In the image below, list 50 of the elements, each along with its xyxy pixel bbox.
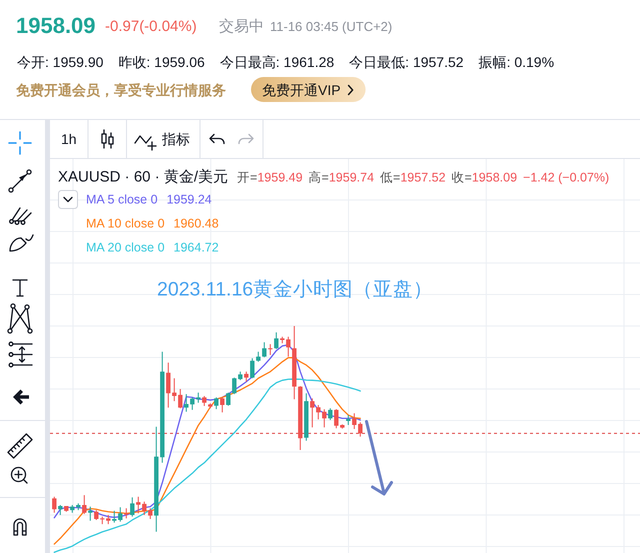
text: 1958.09 bbox=[16, 13, 96, 38]
candlestick bbox=[310, 398, 314, 428]
text: 交易中 bbox=[219, 18, 264, 35]
text: MA 5 close 0 bbox=[86, 192, 158, 206]
candlestick bbox=[274, 332, 278, 350]
candlestick bbox=[208, 403, 212, 408]
candlestick bbox=[220, 397, 224, 412]
text: 低=1957.52 bbox=[380, 170, 446, 184]
text: 免费开通VIP bbox=[262, 82, 341, 98]
text: MA 20 close 0 bbox=[86, 240, 165, 254]
text: -0.97(-0.04%) bbox=[105, 18, 197, 35]
text: 昨收: 1959.06 bbox=[118, 54, 205, 70]
text: 1h bbox=[61, 131, 77, 147]
text: 今日最高: 1961.28 bbox=[220, 54, 334, 70]
text: 收=1958.09 bbox=[452, 170, 518, 184]
text: 1964.72 bbox=[174, 240, 219, 254]
candlestick bbox=[88, 506, 92, 521]
text: 11-16 03:45 (UTC+2) bbox=[270, 19, 392, 34]
candlestick bbox=[202, 396, 206, 406]
text: 免费开通会员，享受专业行情服务 bbox=[15, 82, 226, 98]
candlestick bbox=[292, 326, 296, 400]
text: 1960.48 bbox=[174, 216, 219, 230]
candlestick bbox=[64, 506, 68, 512]
candlestick bbox=[262, 342, 266, 358]
candlestick bbox=[226, 392, 230, 406]
text: MA 10 close 0 bbox=[86, 216, 165, 230]
candlestick bbox=[214, 397, 218, 410]
candlestick bbox=[268, 344, 272, 356]
text: 指标 bbox=[161, 131, 190, 147]
candlestick bbox=[244, 372, 248, 382]
candlestick bbox=[256, 352, 260, 362]
chart-title: 2023.11.16黄金小时图（亚盘） bbox=[157, 278, 434, 300]
text: 1959.24 bbox=[166, 192, 212, 206]
candlestick bbox=[82, 495, 86, 514]
candlestick bbox=[328, 408, 332, 420]
candlestick bbox=[124, 508, 128, 518]
text: −1.42 (−0.07%) bbox=[523, 170, 610, 184]
text: 今开: 1959.90 bbox=[17, 54, 104, 70]
candlestick bbox=[346, 415, 350, 425]
candlestick bbox=[304, 393, 308, 441]
text: 今日最低: 1957.52 bbox=[349, 54, 464, 70]
candlestick bbox=[52, 496, 56, 513]
candlestick bbox=[298, 386, 302, 450]
candlestick bbox=[58, 504, 62, 516]
text: 振幅: 0.19% bbox=[478, 54, 554, 70]
chart-subtitle: XAUUSD · 60 · 黄金/美元 bbox=[58, 168, 228, 186]
candlestick bbox=[250, 358, 254, 378]
text: 开=1959.49 bbox=[237, 170, 303, 184]
candlestick bbox=[130, 497, 134, 517]
text: 高=1959.74 bbox=[308, 170, 374, 184]
